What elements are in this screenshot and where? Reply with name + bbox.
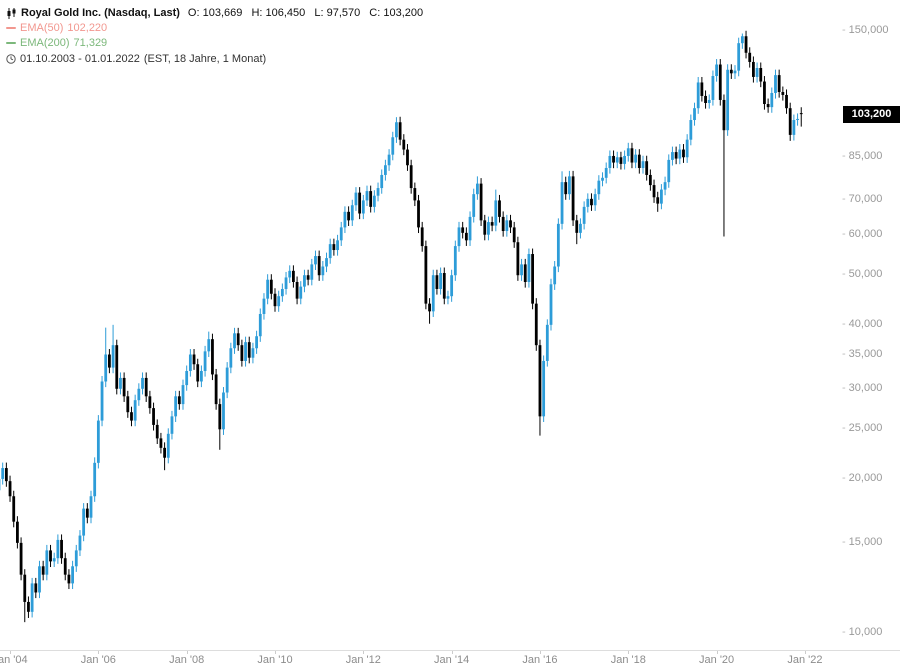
tick-dash: - xyxy=(842,626,846,638)
ema50-line-icon xyxy=(6,27,16,29)
time-tick xyxy=(10,651,12,654)
time-label: Jan '10 xyxy=(257,654,293,666)
price-tick-label: 150,000 xyxy=(848,24,889,36)
time-label: Jan '20 xyxy=(699,654,735,666)
price-tick: -15,000 xyxy=(842,536,882,548)
time-axis[interactable]: Jan '04 Jan '06 Jan '08 Jan '10 Jan '12 Jan '… xyxy=(0,650,900,668)
last-price-badge: 103,200 xyxy=(843,105,900,123)
price-tick: -60,000 xyxy=(842,228,882,240)
time-label: Jan '06 xyxy=(80,654,116,666)
price-tick: -30,000 xyxy=(842,382,882,394)
price-tick: -85,000 xyxy=(842,150,882,162)
price-tick-label: 35,000 xyxy=(848,347,883,360)
tick-dash: - xyxy=(842,347,846,360)
ema50-legend: EMA(50) 102,220 xyxy=(6,21,423,35)
time-tick xyxy=(98,651,100,654)
price-tick: -10,000 xyxy=(842,626,882,638)
ema200-legend: EMA(200) 71,329 xyxy=(6,36,423,50)
time-tick xyxy=(539,651,541,654)
price-tick: -25,000 xyxy=(842,422,882,434)
high-label: H: xyxy=(251,7,263,19)
price-tick: -150,000 xyxy=(842,24,888,36)
instrument-row: Royal Gold Inc. (Nasdaq, Last) O: 103,66… xyxy=(6,6,423,20)
price-tick: -50,000 xyxy=(842,268,882,280)
ema200-value: 71,329 xyxy=(73,37,108,49)
ema50-value: 102,220 xyxy=(67,22,108,34)
time-tick xyxy=(716,651,718,654)
instrument-title: Royal Gold Inc. (Nasdaq, Last) xyxy=(21,7,180,19)
time-tick xyxy=(363,651,365,654)
time-tick xyxy=(628,651,630,654)
time-label: Jan '12 xyxy=(345,654,381,666)
date-range-info: (EST, 18 Jahre, 1 Monat) xyxy=(143,53,267,65)
time-label: Jan '22 xyxy=(787,654,823,666)
price-tick-label: 25,000 xyxy=(848,422,883,435)
ohlc-values: O: 103,669 H: 106,450 L: 97,570 C: 103,2… xyxy=(188,6,423,20)
price-tick-label: 60,000 xyxy=(848,227,883,240)
price-tick: -20,000 xyxy=(842,472,882,484)
time-tick xyxy=(186,651,188,654)
candlestick-plot[interactable] xyxy=(0,0,842,650)
tick-dash: - xyxy=(842,471,846,484)
tick-dash: - xyxy=(842,24,846,36)
tick-dash: - xyxy=(842,422,846,435)
high-value: 106,450 xyxy=(265,7,306,19)
chart-legend: Royal Gold Inc. (Nasdaq, Last) O: 103,66… xyxy=(6,6,423,67)
close-label: C: xyxy=(369,7,381,19)
tick-dash: - xyxy=(842,268,846,281)
time-label: Jan '08 xyxy=(169,654,205,666)
price-tick-label: 40,000 xyxy=(848,317,883,330)
ema50-label: EMA(50) xyxy=(20,22,64,34)
tick-dash: - xyxy=(842,150,846,163)
time-label: Jan '18 xyxy=(610,654,646,666)
time-tick xyxy=(275,651,276,654)
date-range: 01.10.2003 - 01.01.2022 xyxy=(20,53,140,65)
time-label: Jan '14 xyxy=(434,654,470,666)
tick-dash: - xyxy=(842,227,846,240)
ema200-line-icon xyxy=(6,42,16,44)
open-value: 103,669 xyxy=(202,7,243,19)
time-tick xyxy=(804,651,806,654)
open-label: O: xyxy=(187,7,200,19)
candlestick-icon xyxy=(6,7,17,19)
tick-dash: - xyxy=(842,193,846,206)
tick-dash: - xyxy=(842,535,846,548)
price-axis[interactable]: -150,000-85,000-70,000-60,000-50,000-40,… xyxy=(842,0,900,650)
time-tick xyxy=(451,651,453,654)
tick-dash: - xyxy=(842,317,846,330)
low-label: L: xyxy=(314,7,324,19)
ema200-label: EMA(200) xyxy=(20,37,70,49)
price-tick: -40,000 xyxy=(842,318,882,330)
price-tick-label: 85,000 xyxy=(848,150,883,163)
price-tick: -70,000 xyxy=(842,193,882,205)
price-tick-label: 50,000 xyxy=(848,268,883,281)
clock-icon xyxy=(6,54,16,64)
price-tick-label: 10,000 xyxy=(848,626,883,638)
time-label: Jan '04 xyxy=(0,654,28,666)
date-range-row: 01.10.2003 - 01.01.2022 (EST, 18 Jahre, … xyxy=(6,52,423,66)
price-tick-label: 15,000 xyxy=(848,535,883,548)
candles-canvas[interactable] xyxy=(0,0,842,650)
time-label: Jan '16 xyxy=(522,654,558,666)
price-tick: -35,000 xyxy=(842,348,882,360)
price-tick-label: 70,000 xyxy=(848,193,883,206)
close-value: 103,200 xyxy=(383,7,424,19)
low-value: 97,570 xyxy=(326,7,361,19)
price-tick-label: 30,000 xyxy=(848,381,883,394)
tick-dash: - xyxy=(842,381,846,394)
price-tick-label: 20,000 xyxy=(848,471,883,484)
